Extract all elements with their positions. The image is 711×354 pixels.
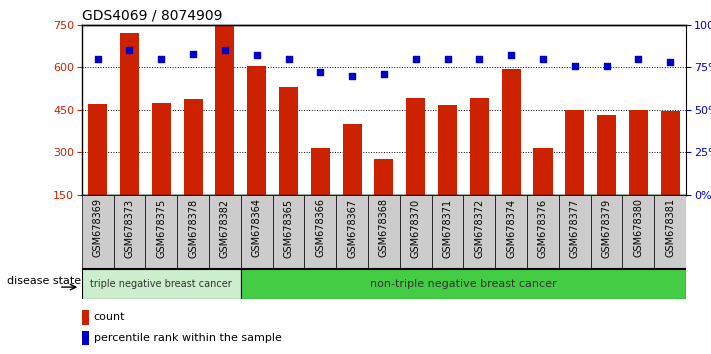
Point: [188, 51, 199, 57]
Text: disease state: disease state: [7, 275, 81, 286]
Point: [410, 56, 422, 62]
Point: [601, 63, 612, 68]
Bar: [82, 331, 90, 345]
Bar: [120, 33, 139, 237]
Bar: [88, 104, 107, 237]
Bar: [368, 195, 400, 269]
Text: GSM678373: GSM678373: [124, 198, 134, 258]
Text: GSM678368: GSM678368: [379, 198, 389, 257]
Text: GSM678371: GSM678371: [442, 198, 453, 258]
Point: [156, 56, 167, 62]
Text: triple negative breast cancer: triple negative breast cancer: [90, 279, 232, 289]
Bar: [82, 195, 114, 269]
Text: GSM678372: GSM678372: [474, 198, 484, 258]
Point: [315, 69, 326, 75]
Point: [633, 56, 644, 62]
Text: GSM678376: GSM678376: [538, 198, 548, 258]
Point: [665, 59, 676, 65]
Bar: [375, 159, 393, 237]
Bar: [432, 195, 464, 269]
Bar: [215, 25, 235, 237]
Point: [346, 73, 358, 79]
Bar: [151, 103, 171, 237]
Bar: [559, 195, 591, 269]
Text: GSM678365: GSM678365: [284, 198, 294, 258]
Text: GSM678370: GSM678370: [411, 198, 421, 258]
Bar: [565, 110, 584, 237]
Text: count: count: [94, 312, 125, 322]
Text: non-triple negative breast cancer: non-triple negative breast cancer: [370, 279, 557, 289]
Point: [474, 56, 485, 62]
Text: GSM678381: GSM678381: [665, 198, 675, 257]
Point: [442, 56, 453, 62]
Point: [124, 47, 135, 53]
Bar: [82, 269, 241, 299]
Bar: [597, 115, 616, 237]
Text: GSM678378: GSM678378: [188, 198, 198, 258]
Point: [569, 63, 580, 68]
Bar: [464, 195, 496, 269]
Bar: [623, 195, 654, 269]
Bar: [82, 310, 90, 325]
Bar: [661, 111, 680, 237]
Bar: [438, 105, 457, 237]
Text: GSM678366: GSM678366: [315, 198, 326, 257]
Bar: [145, 195, 177, 269]
Bar: [279, 87, 298, 237]
Bar: [629, 110, 648, 237]
Text: GSM678364: GSM678364: [252, 198, 262, 257]
Bar: [533, 148, 552, 237]
Bar: [183, 99, 203, 237]
Bar: [241, 195, 272, 269]
Text: GSM678379: GSM678379: [602, 198, 611, 258]
Bar: [502, 69, 520, 237]
Bar: [496, 195, 527, 269]
Bar: [114, 195, 145, 269]
Text: GSM678380: GSM678380: [634, 198, 643, 257]
Bar: [241, 269, 686, 299]
Bar: [311, 148, 330, 237]
Point: [283, 56, 294, 62]
Point: [506, 52, 517, 58]
Text: GDS4069 / 8074909: GDS4069 / 8074909: [82, 9, 223, 23]
Bar: [336, 195, 368, 269]
Bar: [177, 195, 209, 269]
Bar: [247, 66, 266, 237]
Bar: [470, 98, 489, 237]
Bar: [591, 195, 623, 269]
Text: GSM678382: GSM678382: [220, 198, 230, 258]
Bar: [304, 195, 336, 269]
Text: GSM678375: GSM678375: [156, 198, 166, 258]
Bar: [527, 195, 559, 269]
Text: percentile rank within the sample: percentile rank within the sample: [94, 332, 282, 343]
Text: GSM678369: GSM678369: [92, 198, 102, 257]
Text: GSM678367: GSM678367: [347, 198, 357, 258]
Bar: [272, 195, 304, 269]
Text: GSM678377: GSM678377: [570, 198, 579, 258]
Text: GSM678374: GSM678374: [506, 198, 516, 258]
Bar: [209, 195, 241, 269]
Point: [92, 56, 103, 62]
Point: [251, 52, 262, 58]
Bar: [406, 98, 425, 237]
Point: [219, 47, 230, 53]
Bar: [654, 195, 686, 269]
Bar: [400, 195, 432, 269]
Bar: [343, 124, 362, 237]
Point: [538, 56, 549, 62]
Point: [378, 71, 390, 77]
